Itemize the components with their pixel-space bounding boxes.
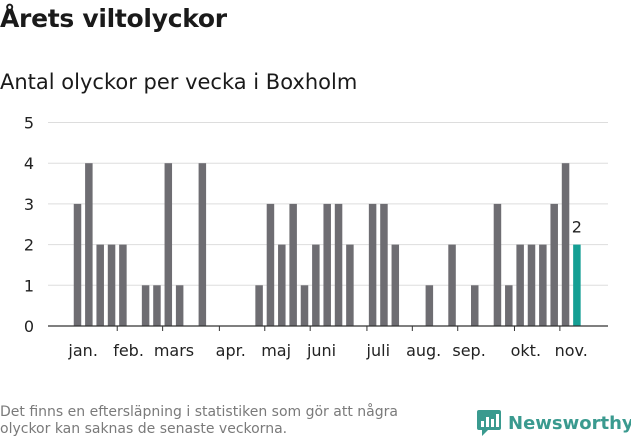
bar (73, 203, 82, 326)
bar (471, 285, 479, 326)
bar (85, 163, 93, 326)
newsworthy-logo-icon (477, 410, 501, 436)
footnote: Det finns en eftersläpning i statistiken… (0, 404, 398, 437)
y-tick-label: 4 (24, 154, 34, 173)
bar (561, 163, 570, 326)
y-tick-label: 3 (24, 195, 34, 214)
bar (448, 244, 456, 326)
chart-subtitle: Antal olyckor per vecka i Boxholm (0, 70, 358, 94)
annotations: 2 (572, 218, 582, 237)
bar (368, 203, 377, 326)
bar (391, 244, 400, 326)
bar (516, 244, 524, 326)
gridlines (48, 122, 608, 286)
x-tick-label: apr. (216, 341, 246, 360)
y-tick-label: 0 (24, 317, 34, 336)
brand-name: Newsworthy (508, 412, 631, 434)
y-tick-label: 2 (24, 236, 34, 255)
x-tick-label: nov. (555, 341, 588, 360)
bar (312, 244, 320, 326)
bar (425, 285, 434, 326)
x-tick-label: juli (366, 341, 390, 360)
bar (493, 203, 502, 326)
bar (539, 244, 547, 326)
bar (107, 244, 116, 326)
bar (323, 203, 331, 326)
highlight-value-label: 2 (572, 218, 582, 237)
x-tick-label: maj (261, 341, 291, 360)
x-tick-label: aug. (406, 341, 441, 360)
bar (278, 244, 286, 326)
y-tick-label: 5 (24, 114, 34, 133)
x-tick-label: feb. (113, 341, 144, 360)
bar (119, 244, 127, 326)
y-axis-ticks: 0 1 2 3 4 5 (24, 114, 34, 337)
bar (289, 203, 297, 326)
bar (96, 244, 104, 326)
bar (550, 203, 558, 326)
bar (334, 203, 343, 326)
bar (527, 244, 536, 326)
bar (505, 285, 513, 326)
bars (73, 163, 581, 326)
x-axis: jan. feb. mars apr. maj juni juli aug. sep. okt. n… (48, 325, 608, 360)
bar-chart: 0 1 2 3 4 5 jan. feb. mars apr. maj juni juli aug. se… (24, 114, 608, 360)
bar (175, 285, 184, 326)
y-tick-label: 1 (24, 276, 34, 295)
bar (380, 203, 388, 326)
bar (153, 285, 161, 326)
bar (164, 163, 173, 326)
bar (266, 203, 275, 326)
bar-highlight (573, 244, 581, 326)
chart-title: Årets viltolyckor (0, 4, 227, 33)
bar (300, 285, 309, 326)
bar (141, 285, 150, 326)
brand-logo[interactable]: Newsworthy (476, 408, 631, 438)
bar (255, 285, 263, 326)
bar (198, 163, 207, 326)
x-tick-label: juni (306, 341, 336, 360)
x-tick-label: jan. (67, 341, 97, 360)
bar (346, 244, 354, 326)
x-tick-label: sep. (452, 341, 485, 360)
x-tick-label: okt. (511, 341, 541, 360)
x-tick-label: mars (154, 341, 194, 360)
